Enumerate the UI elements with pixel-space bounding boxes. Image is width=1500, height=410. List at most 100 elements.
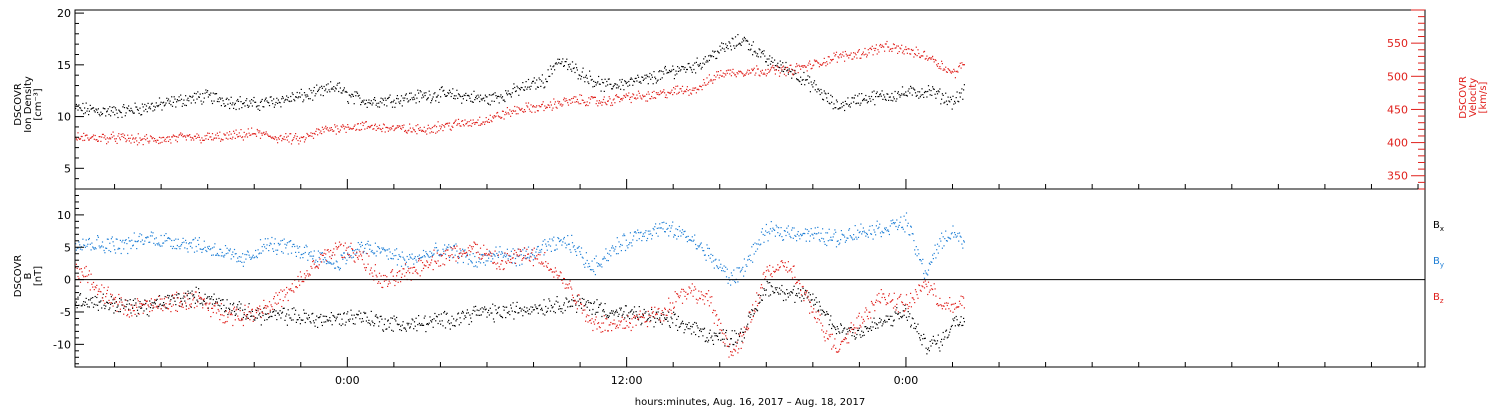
velocity-series-point (202, 139, 205, 141)
ion-density-series-point (326, 91, 328, 93)
velocity-series-point (839, 54, 841, 56)
velocity-series-point (715, 76, 717, 78)
bx-series-point (780, 289, 782, 291)
ion-density-series-point (409, 99, 411, 101)
bx-series-point (587, 300, 589, 302)
bz-series-point (258, 308, 260, 310)
bz-series-point (261, 311, 263, 313)
ion-density-series-point (314, 95, 316, 97)
bx-series-point (489, 307, 491, 309)
velocity-series-point (498, 116, 500, 118)
ion-density-series-point (800, 76, 802, 78)
ion-density-series-point (516, 85, 518, 87)
ion-density-series-point (284, 99, 286, 101)
bz-series-point (303, 273, 306, 275)
bz-series-point (222, 322, 224, 324)
by-series-point (180, 245, 182, 247)
bx-series-point (634, 317, 636, 319)
ion-density-series-point (473, 90, 475, 92)
velocity-series-point (841, 54, 843, 56)
by-series-point (170, 245, 172, 247)
bx-series-point (180, 297, 182, 300)
velocity-series-point (793, 69, 795, 71)
bz-series-point (268, 313, 270, 315)
bx-series-point (345, 321, 347, 323)
ion-density-series-point (525, 81, 527, 83)
bx-series-point (446, 312, 448, 314)
ion-density-series-point (197, 91, 199, 93)
by-series-point (813, 237, 815, 239)
bx-series-point (580, 301, 582, 304)
bz-series-point (456, 245, 458, 247)
velocity-series-point (381, 130, 383, 133)
bx-series-point (519, 307, 521, 309)
bx-series-point (724, 345, 726, 347)
by-series-point (139, 233, 141, 235)
bx-series-point (842, 330, 844, 332)
ion-density-series-point (185, 95, 187, 97)
by-series-point (254, 256, 256, 258)
bx-series-point (249, 311, 251, 313)
bx-series-point (625, 305, 627, 307)
bz-series-point (115, 301, 117, 303)
ion-density-series-point (800, 83, 803, 85)
by-series-point (571, 234, 573, 236)
bz-series-point (447, 249, 449, 251)
velocity-series-point (824, 62, 826, 64)
velocity-series-point (458, 123, 460, 125)
by-series-point (637, 229, 639, 231)
by-series-point (764, 234, 766, 236)
bx-series-point (398, 323, 400, 325)
bz-series-point (468, 250, 470, 252)
bz-series-point (454, 247, 456, 249)
velocity-series-point (772, 64, 774, 67)
by-series-point (339, 267, 341, 269)
ion-density-series-point (923, 96, 925, 98)
ion-density-series-point (961, 88, 963, 90)
bx-series-point (466, 309, 468, 311)
ion-density-series-point (676, 73, 678, 75)
by-series-point (963, 240, 965, 242)
ion-density-series-point (880, 95, 882, 97)
ion-density-series-point (174, 98, 176, 100)
velocity-series-point (303, 141, 306, 143)
bx-series-point (642, 315, 644, 317)
by-series-point (727, 282, 729, 284)
velocity-series-point (356, 123, 359, 125)
bx-series-point (99, 301, 101, 303)
ion-density-series-point (352, 95, 354, 97)
bz-series-point (537, 253, 539, 256)
velocity-series-point (519, 109, 521, 111)
ion-density-series-point (737, 34, 739, 36)
by-series-point (555, 244, 557, 246)
by-series-point (497, 254, 499, 257)
bz-series-point (555, 270, 557, 272)
velocity-series-point (187, 135, 189, 137)
by-series-point (507, 258, 509, 260)
bz-series-point (156, 305, 158, 307)
velocity-series-point (520, 109, 522, 111)
bz-series-point (284, 296, 286, 298)
bx-series-point (668, 311, 670, 313)
ion-density-series-point (722, 43, 724, 45)
ion-density-series-point (154, 109, 156, 111)
bz-series-point (101, 284, 103, 286)
ion-density-series-point (734, 47, 736, 49)
velocity-series-point (508, 113, 510, 115)
velocity-series-point (364, 128, 366, 130)
velocity-series-point (940, 68, 942, 70)
by-series-point (828, 228, 830, 230)
velocity-series-point (880, 46, 882, 48)
by-series-point (211, 247, 214, 249)
ion-density-series-point (501, 96, 504, 98)
ion-density-series-point (162, 102, 164, 104)
velocity-series-point (351, 128, 353, 130)
by-series-point (237, 260, 240, 262)
ion-density-series-point (809, 91, 811, 93)
bx-series-point (357, 314, 359, 316)
bz-series-point (215, 302, 217, 304)
bz-series-point (311, 267, 313, 269)
bz-series-point (488, 254, 490, 256)
velocity-series-point (848, 54, 851, 56)
ion-density-series-point (503, 99, 505, 101)
